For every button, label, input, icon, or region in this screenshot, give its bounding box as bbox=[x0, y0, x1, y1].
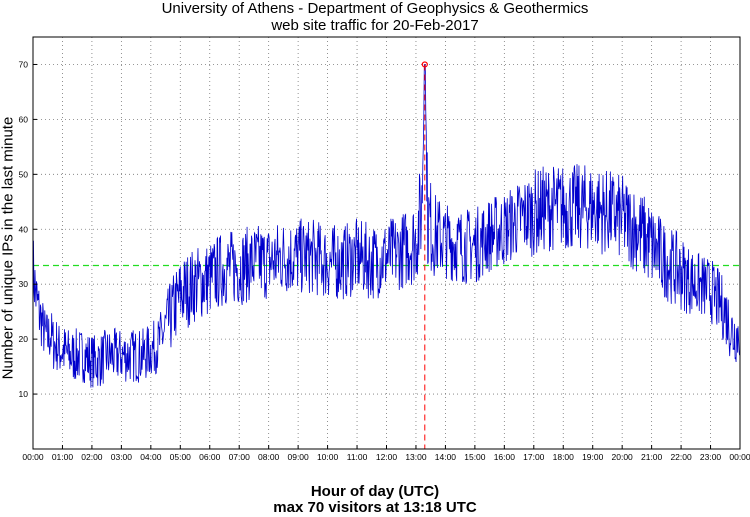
y-axis-label: Number of unique IPs in the last minute bbox=[0, 116, 17, 380]
y-tick-label: 70 bbox=[19, 59, 29, 69]
x-tick-label: 08:00 bbox=[258, 452, 280, 462]
y-tick-label: 20 bbox=[19, 334, 29, 344]
max-point-marker bbox=[421, 61, 428, 68]
x-tick-label: 00:00 bbox=[22, 452, 44, 462]
x-tick-label: 01:00 bbox=[52, 452, 74, 462]
x-axis-label: Hour of day (UTC) bbox=[310, 483, 440, 500]
x-tick-label: 14:00 bbox=[435, 452, 457, 462]
chart-subtitle: web site traffic for 20-Feb-2017 bbox=[271, 17, 479, 34]
chart-title: University of Athens - Department of Geo… bbox=[161, 0, 589, 17]
x-tick-label: 23:00 bbox=[700, 452, 722, 462]
x-tick-label: 15:00 bbox=[464, 452, 486, 462]
x-tick-label: 21:00 bbox=[641, 452, 663, 462]
x-tick-label: 20:00 bbox=[612, 452, 634, 462]
x-tick-label: 09:00 bbox=[287, 452, 309, 462]
x-tick-label: 04:00 bbox=[140, 452, 162, 462]
x-tick-label: 03:00 bbox=[111, 452, 133, 462]
y-tick-label: 30 bbox=[19, 279, 29, 289]
x-tick-label: 00:00 bbox=[729, 452, 750, 462]
x-tick-label: 13:00 bbox=[405, 452, 427, 462]
y-tick-label: 50 bbox=[19, 169, 29, 179]
max-visitors-note: max 70 visitors at 13:18 UTC bbox=[273, 499, 477, 516]
x-tick-label: 02:00 bbox=[81, 452, 103, 462]
x-tick-label: 12:00 bbox=[376, 452, 398, 462]
x-tick-label: 05:00 bbox=[170, 452, 192, 462]
x-tick-label: 10:00 bbox=[317, 452, 339, 462]
x-tick-label: 16:00 bbox=[494, 452, 516, 462]
x-tick-label: 06:00 bbox=[199, 452, 221, 462]
x-tick-label: 07:00 bbox=[229, 452, 251, 462]
x-tick-label: 11:00 bbox=[347, 452, 368, 462]
y-tick-label: 40 bbox=[19, 224, 29, 234]
y-tick-label: 60 bbox=[19, 114, 29, 124]
x-tick-label: 17:00 bbox=[523, 452, 545, 462]
x-tick-label: 18:00 bbox=[553, 452, 575, 462]
traffic-series-line bbox=[32, 64, 741, 388]
x-tick-label: 19:00 bbox=[582, 452, 604, 462]
y-tick-label: 10 bbox=[19, 389, 29, 399]
x-tick-label: 22:00 bbox=[670, 452, 692, 462]
